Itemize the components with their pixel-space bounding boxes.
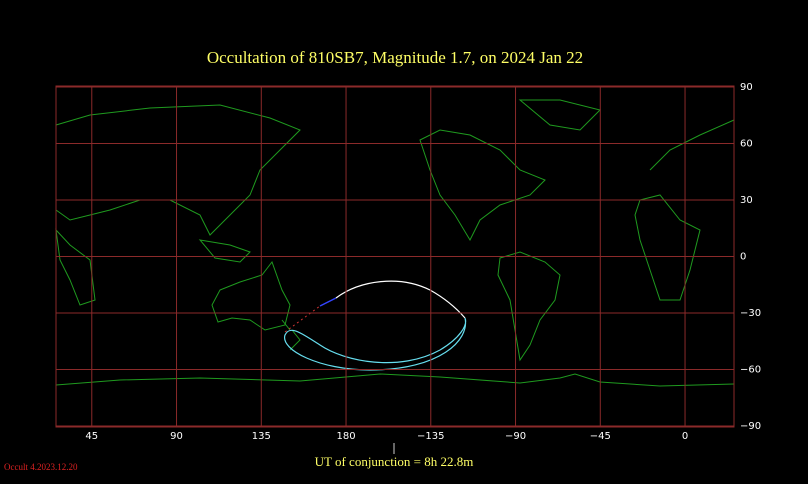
version-label: Occult 4.2023.12.20 xyxy=(4,462,78,472)
lon-tick-label: −45 xyxy=(590,431,611,442)
lon-tick-label: 90 xyxy=(170,431,183,442)
coastlines xyxy=(55,99,735,387)
lat-tick-label: 60 xyxy=(740,139,753,150)
lon-tick-label: 135 xyxy=(252,431,271,442)
lat-tick-label: −90 xyxy=(740,421,761,432)
lon-tick-label: −90 xyxy=(505,431,526,442)
lon-tick-label: 0 xyxy=(682,431,688,442)
lat-tick-label: 30 xyxy=(740,195,753,206)
lon-tick-label: 45 xyxy=(85,431,98,442)
lat-tick-label: −30 xyxy=(740,308,761,319)
occultation-path xyxy=(284,280,467,371)
lon-tick-label: −135 xyxy=(417,431,444,442)
lat-tick-label: 0 xyxy=(740,252,746,263)
lat-tick-label: −60 xyxy=(740,365,761,376)
title: Occultation of 810SB7, Magnitude 1.7, on… xyxy=(207,48,583,67)
conjunction-label: UT of conjunction = 8h 22.8m xyxy=(315,454,474,469)
lat-tick-label: 90 xyxy=(740,82,753,93)
lon-tick-label: 180 xyxy=(336,431,355,442)
